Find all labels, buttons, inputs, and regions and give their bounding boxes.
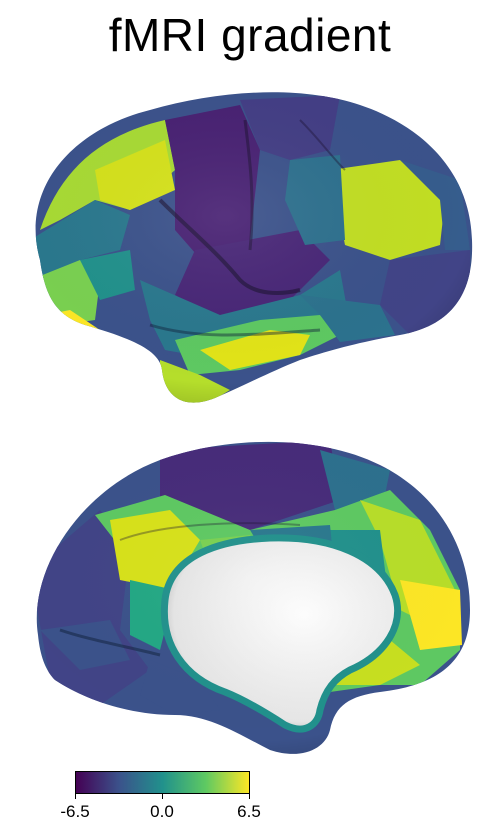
medial-brain-surface [36,441,470,754]
colorbar-tick [249,794,250,799]
colorbar-tick-label: -6.5 [60,802,90,821]
lateral-brain-surface [35,92,473,403]
colorbar-tick [162,794,163,799]
figure-title: fMRI gradient [108,9,392,61]
colorbar-tick [75,794,76,799]
colorbar-tick-label: 6.5 [237,802,261,821]
colorbar [75,771,250,794]
colorbar-tick-label: 0.0 [150,802,174,821]
colorbar-axis: -6.5 0.0 6.5 [0,794,500,824]
